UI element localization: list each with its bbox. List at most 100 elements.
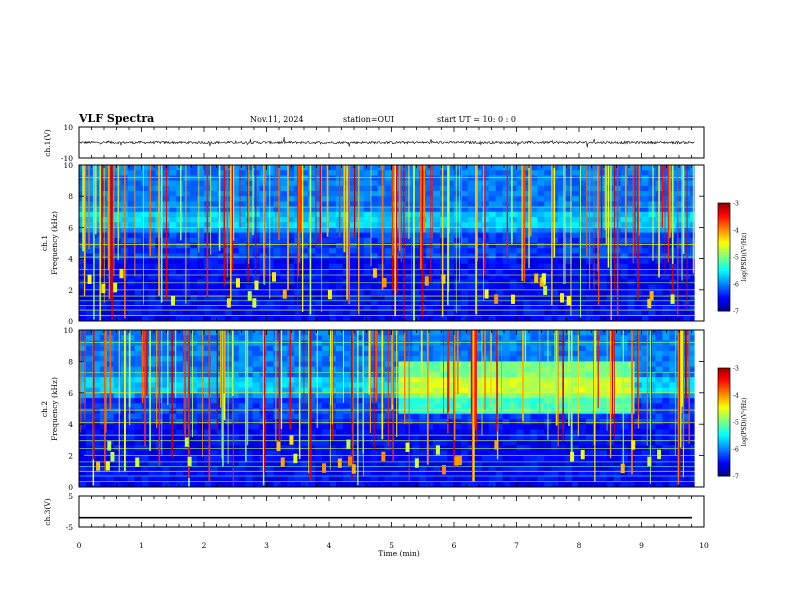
spectrogram-cell: [280, 403, 288, 409]
spectrogram-cell: [502, 279, 511, 286]
spectrogram-cell: [516, 455, 524, 462]
spectrogram-cell: [224, 222, 233, 228]
spectrogram-cell: [190, 335, 198, 341]
spectrogram-cell: [509, 387, 517, 394]
spectrogram-cell: [606, 274, 615, 280]
spectrogram-cell: [127, 377, 136, 383]
spectrogram-cell: [356, 263, 365, 270]
spectrogram-cell: [134, 350, 142, 357]
spectrogram-cell: [433, 392, 441, 399]
colorbar-swatch: [718, 281, 730, 284]
spectrogram-cell: [599, 232, 608, 239]
spectrogram-cell: [433, 418, 441, 425]
spectrogram-cell: [377, 237, 386, 244]
spectrogram-cell: [516, 466, 524, 472]
spectrogram-cell: [127, 196, 136, 202]
spectrogram-cell: [433, 361, 441, 368]
spectrogram-cell: [391, 455, 399, 462]
spectrogram-cell: [148, 418, 156, 425]
spectrogram-cell: [398, 445, 406, 451]
spectrogram-cell: [266, 377, 274, 383]
spectrogram-cell: [419, 408, 427, 415]
spectrogram-cell: [148, 305, 156, 312]
spectrogram-cell: [530, 350, 538, 357]
spectrogram-cell: [530, 434, 538, 441]
spectrogram-cell: [315, 450, 323, 457]
spectrogram-cell: [287, 387, 295, 394]
spectrogram-cell: [210, 305, 219, 312]
spectrogram-cell: [99, 424, 108, 430]
spectrogram-cell: [537, 305, 545, 312]
spectrogram-cell: [530, 269, 538, 275]
spectrogram-cell: [190, 356, 198, 362]
spectrogram-cell: [335, 481, 344, 488]
spectrogram-cell: [294, 315, 302, 322]
spectrogram-cell: [460, 185, 469, 192]
spectrogram-cell: [377, 315, 386, 322]
spectrogram-cell: [398, 274, 406, 280]
spectrogram-cell: [127, 253, 136, 260]
spectrogram-cell: [356, 289, 365, 296]
spectrogram-cell: [169, 387, 177, 394]
spectrogram-cell: [280, 237, 288, 244]
spectrogram-cell: [169, 361, 177, 368]
spectrogram-cell: [502, 170, 511, 176]
spectrogram-cell: [565, 289, 573, 296]
spectrogram-cell: [523, 243, 531, 249]
spectrogram-cell: [433, 227, 441, 234]
spectrogram-cell: [363, 201, 372, 208]
spectrogram-cell: [669, 305, 677, 312]
spectrogram-cell: [363, 481, 372, 488]
spectrogram-cell: [447, 211, 455, 218]
spectrogram-cell: [238, 201, 247, 208]
spectrogram-cell: [148, 377, 156, 383]
spectrogram-cell: [99, 340, 108, 347]
spectrogram-cell: [405, 237, 413, 244]
spectrogram-cell: [113, 429, 122, 436]
spectrogram-cell: [301, 217, 309, 223]
spectrogram-cell: [356, 392, 365, 399]
spectrogram-cell: [454, 175, 462, 182]
spectrogram-cell: [92, 345, 101, 352]
spectrogram-cell: [224, 466, 233, 472]
spectrogram-cell: [280, 408, 288, 415]
spectrogram-cell: [224, 398, 233, 404]
spectrogram-cell: [315, 439, 323, 446]
spectrogram-cell: [356, 418, 365, 425]
spectrogram-cell: [662, 185, 670, 192]
colorbar-swatch: [718, 225, 730, 228]
spectrogram-cell: [176, 424, 184, 430]
spectrogram-cell: [530, 191, 538, 197]
spectrogram-cell: [176, 237, 184, 244]
spectrogram-cell: [335, 289, 344, 296]
spectrogram-cell: [585, 300, 594, 306]
spectrogram-blob: [252, 298, 257, 308]
spectrogram-cell: [273, 392, 281, 399]
spectrogram-cell: [454, 445, 462, 451]
spectrogram-cell: [488, 418, 497, 425]
spectrogram-cell: [592, 180, 601, 187]
spectrogram-cell: [106, 408, 115, 415]
spectrogram-cell: [592, 253, 601, 260]
spectrogram-cell: [676, 243, 684, 249]
spectrogram-cell: [169, 408, 177, 415]
spectrogram-cell: [447, 398, 455, 404]
spectrogram-cell: [356, 232, 365, 239]
spectrogram-cell: [301, 300, 309, 306]
spectrogram-cell: [537, 253, 545, 260]
spectrogram-cell: [488, 175, 497, 182]
spectrogram-cell: [301, 424, 309, 430]
spectrogram-cell: [231, 217, 240, 223]
spectrogram-cell: [224, 345, 233, 352]
spectrogram-cell: [79, 366, 87, 373]
spectrogram-cell: [273, 206, 281, 213]
spectrogram-cell: [335, 382, 344, 389]
spectrogram-cell: [398, 361, 406, 368]
spectrogram-cell: [266, 232, 274, 239]
spectrogram-cell: [266, 222, 274, 228]
spectrogram-cell: [460, 315, 469, 322]
spectrogram-cell: [190, 279, 198, 286]
spectrogram-cell: [419, 206, 427, 213]
spectrogram-cell: [273, 403, 281, 409]
